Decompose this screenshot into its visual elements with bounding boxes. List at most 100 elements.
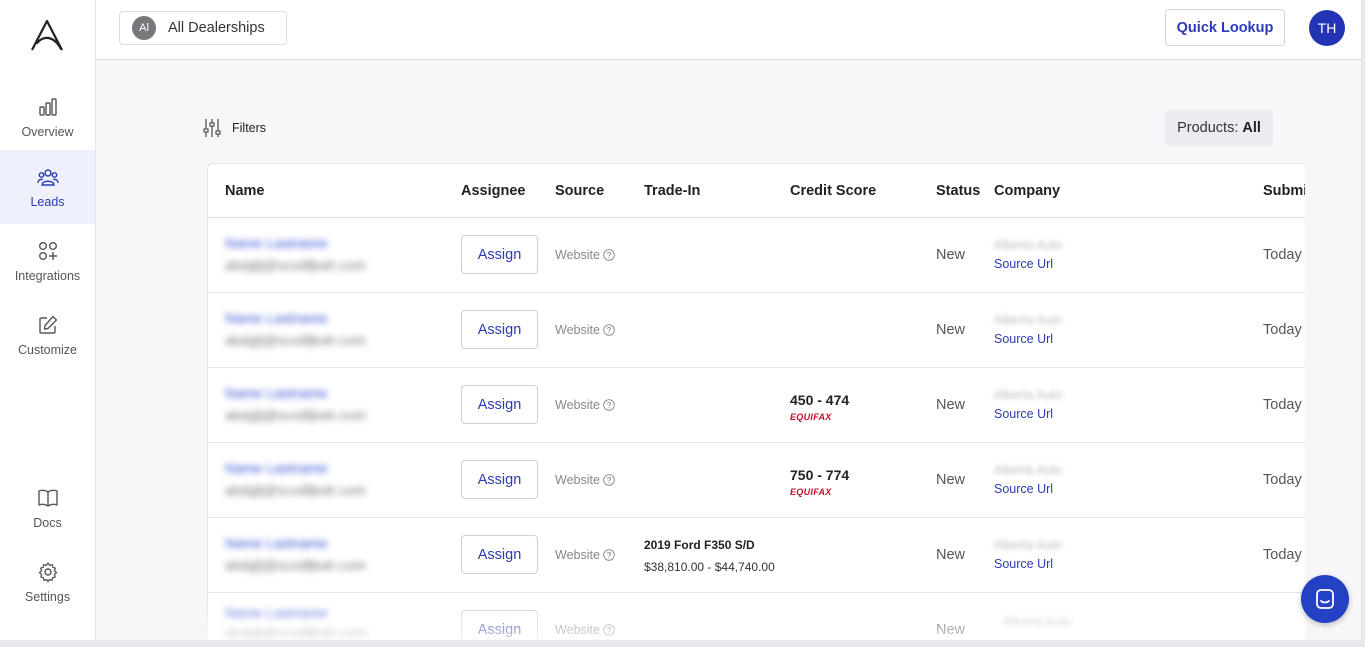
lead-status: New — [936, 547, 966, 563]
source-label: Website — [555, 323, 600, 337]
users-icon — [36, 168, 59, 186]
gear-icon — [38, 561, 57, 582]
quick-lookup-button[interactable]: Quick Lookup — [1165, 9, 1285, 46]
source-url-link[interactable]: Source Url — [994, 332, 1054, 346]
sidebar-item-label: Docs — [33, 515, 62, 530]
sidebar-item-overview[interactable]: Overview — [0, 80, 95, 154]
sidebar-item-leads[interactable]: Leads — [0, 150, 95, 224]
column-header-credit-score[interactable]: Credit Score — [790, 183, 877, 199]
lead-submitted: Today — [1263, 547, 1302, 563]
sidebar: Overview Leads Integrations Customize — [0, 0, 96, 640]
user-avatar[interactable]: TH — [1309, 10, 1345, 46]
lead-email: abdgfj@scxdfjkah.com — [225, 407, 367, 423]
help-circle-icon[interactable] — [603, 399, 615, 411]
assign-button[interactable]: Assign — [461, 460, 538, 499]
lead-company: Alberta Auto — [994, 238, 1063, 252]
lead-email: abdgfj@scxdfjkah.com — [225, 482, 367, 498]
sidebar-item-settings[interactable]: Settings — [0, 545, 95, 619]
dealership-label: All Dealerships — [168, 20, 265, 36]
help-circle-icon[interactable] — [603, 624, 615, 636]
lead-name[interactable]: Name Lastname — [225, 535, 328, 551]
table-header: Name Assignee Source Trade-In Credit Sco… — [208, 164, 1305, 218]
lead-company: Alberta Auto — [994, 538, 1063, 552]
assign-button[interactable]: Assign — [461, 385, 538, 424]
lead-name[interactable]: Name Lastname — [225, 460, 328, 476]
lead-email: abdgfj@scxdfjkah.com — [225, 557, 367, 573]
sidebar-item-label: Settings — [24, 589, 71, 604]
source-url-link[interactable]: Source Url — [994, 557, 1054, 571]
lead-status: New — [936, 322, 966, 338]
lead-submitted: Today — [1263, 472, 1302, 488]
equifax-logo: EQUIFAX — [790, 412, 832, 422]
lead-company: Alberta Auto — [994, 463, 1063, 477]
products-filter[interactable]: Products: All — [1165, 110, 1273, 146]
dealership-selector[interactable]: Al All Dealerships — [119, 11, 287, 45]
lead-email: abdgfj@scxdfjkah.com — [225, 257, 367, 273]
source-label: Website — [555, 623, 600, 637]
assign-button[interactable]: Assign — [461, 235, 538, 274]
filters-button[interactable]: Filters — [203, 118, 266, 138]
lead-email: abdgfj@scxdfjkah.com — [225, 625, 367, 641]
filters-label: Filters — [232, 121, 267, 135]
source-label: Website — [555, 398, 600, 412]
table-row[interactable]: Name Lastname abdgfj@scxdfjkah.com Assig… — [208, 368, 1305, 443]
lead-name[interactable]: Name Lastname — [225, 605, 328, 621]
help-circle-icon[interactable] — [603, 549, 615, 561]
lead-submitted: Today — [1263, 397, 1302, 413]
top-bar: Al All Dealerships Quick Lookup TH — [96, 0, 1361, 60]
window-edge — [1361, 0, 1365, 647]
table-row[interactable]: Name Lastname abdgfj@scxdfjkah.com Assig… — [208, 443, 1305, 518]
chat-icon — [1316, 589, 1334, 609]
sidebar-item-integrations[interactable]: Integrations — [0, 224, 95, 298]
column-header-name[interactable]: Name — [225, 183, 265, 199]
source-url-link[interactable]: Source Url — [994, 407, 1054, 421]
credit-score-range: 450 - 474 — [790, 392, 850, 408]
column-header-submitted[interactable]: Submi — [1263, 183, 1305, 199]
leads-table: Name Assignee Source Trade-In Credit Sco… — [207, 163, 1305, 643]
column-header-assignee[interactable]: Assignee — [461, 183, 526, 199]
sidebar-item-docs[interactable]: Docs — [0, 471, 95, 545]
lead-name[interactable]: Name Lastname — [225, 235, 328, 251]
column-header-status[interactable]: Status — [936, 183, 981, 199]
source-url-link[interactable]: Source Url — [994, 482, 1054, 496]
lead-email: abdgfj@scxdfjkah.com — [225, 332, 367, 348]
table-row[interactable]: Name Lastname abdgfj@scxdfjkah.com Assig… — [208, 518, 1305, 593]
assign-button[interactable]: Assign — [461, 535, 538, 574]
lead-source: Website — [555, 548, 615, 562]
lead-company: Alberta Auto — [994, 388, 1063, 402]
bar-chart-icon — [38, 97, 57, 116]
table-row[interactable]: Name Lastname abdgfj@scxdfjkah.com Assig… — [208, 293, 1305, 368]
source-label: Website — [555, 548, 600, 562]
edit-icon — [38, 315, 57, 334]
sidebar-item-customize[interactable]: Customize — [0, 298, 95, 372]
help-circle-icon[interactable] — [603, 324, 615, 336]
dealership-avatar: Al — [132, 16, 156, 40]
lead-company: Alberta Auto — [994, 313, 1063, 327]
source-label: Website — [555, 248, 600, 262]
help-circle-icon[interactable] — [603, 474, 615, 486]
lead-name[interactable]: Name Lastname — [225, 385, 328, 401]
app-logo-icon[interactable] — [28, 16, 66, 54]
chat-launcher-button[interactable] — [1301, 575, 1349, 623]
assign-button[interactable]: Assign — [461, 310, 538, 349]
column-header-source[interactable]: Source — [555, 183, 605, 199]
lead-status: New — [936, 622, 966, 638]
lead-source: Website — [555, 473, 615, 487]
assign-button[interactable]: Assign — [461, 610, 538, 642]
lead-name[interactable]: Name Lastname — [225, 310, 328, 326]
help-circle-icon[interactable] — [603, 249, 615, 261]
sidebar-item-label: Overview — [21, 124, 74, 139]
column-header-trade-in[interactable]: Trade-In — [644, 183, 701, 199]
source-label: Website — [555, 473, 600, 487]
lead-status: New — [936, 472, 966, 488]
table-row[interactable]: Name Lastname abdgfj@scxdfjkah.com Assig… — [208, 593, 1305, 642]
products-label: Products: — [1177, 120, 1239, 136]
credit-score-range: 750 - 774 — [790, 467, 850, 483]
window-edge — [0, 640, 1365, 647]
trade-in-value: $38,810.00 - $44,740.00 — [644, 560, 775, 574]
table-row[interactable]: Name Lastname abdgfj@scxdfjkah.com Assig… — [208, 218, 1305, 293]
lead-submitted: Today — [1263, 322, 1302, 338]
column-header-company[interactable]: Company — [994, 183, 1061, 199]
lead-source: Website — [555, 323, 615, 337]
source-url-link[interactable]: Source Url — [994, 257, 1054, 271]
